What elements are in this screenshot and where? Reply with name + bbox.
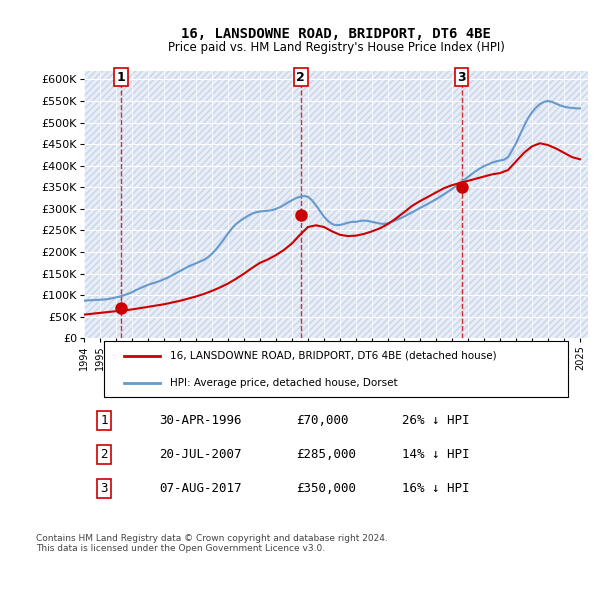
Text: 16, LANSDOWNE ROAD, BRIDPORT, DT6 4BE: 16, LANSDOWNE ROAD, BRIDPORT, DT6 4BE — [181, 27, 491, 41]
Text: 30-APR-1996: 30-APR-1996 — [160, 414, 242, 427]
Text: £350,000: £350,000 — [296, 482, 356, 495]
Text: 3: 3 — [457, 71, 466, 84]
Text: 2: 2 — [100, 448, 108, 461]
Text: 07-AUG-2017: 07-AUG-2017 — [160, 482, 242, 495]
Text: Contains HM Land Registry data © Crown copyright and database right 2024.
This d: Contains HM Land Registry data © Crown c… — [36, 534, 388, 553]
Text: HPI: Average price, detached house, Dorset: HPI: Average price, detached house, Dors… — [170, 378, 397, 388]
Text: 3: 3 — [100, 482, 108, 495]
Text: £285,000: £285,000 — [296, 448, 356, 461]
Text: 1: 1 — [117, 71, 125, 84]
Text: 26% ↓ HPI: 26% ↓ HPI — [401, 414, 469, 427]
Text: 2: 2 — [296, 71, 305, 84]
Text: £70,000: £70,000 — [296, 414, 348, 427]
Text: 1: 1 — [100, 414, 108, 427]
FancyBboxPatch shape — [104, 342, 568, 397]
Text: 20-JUL-2007: 20-JUL-2007 — [160, 448, 242, 461]
Text: 16% ↓ HPI: 16% ↓ HPI — [401, 482, 469, 495]
Text: 16, LANSDOWNE ROAD, BRIDPORT, DT6 4BE (detached house): 16, LANSDOWNE ROAD, BRIDPORT, DT6 4BE (d… — [170, 350, 496, 360]
Text: Price paid vs. HM Land Registry's House Price Index (HPI): Price paid vs. HM Land Registry's House … — [167, 41, 505, 54]
Text: 14% ↓ HPI: 14% ↓ HPI — [401, 448, 469, 461]
